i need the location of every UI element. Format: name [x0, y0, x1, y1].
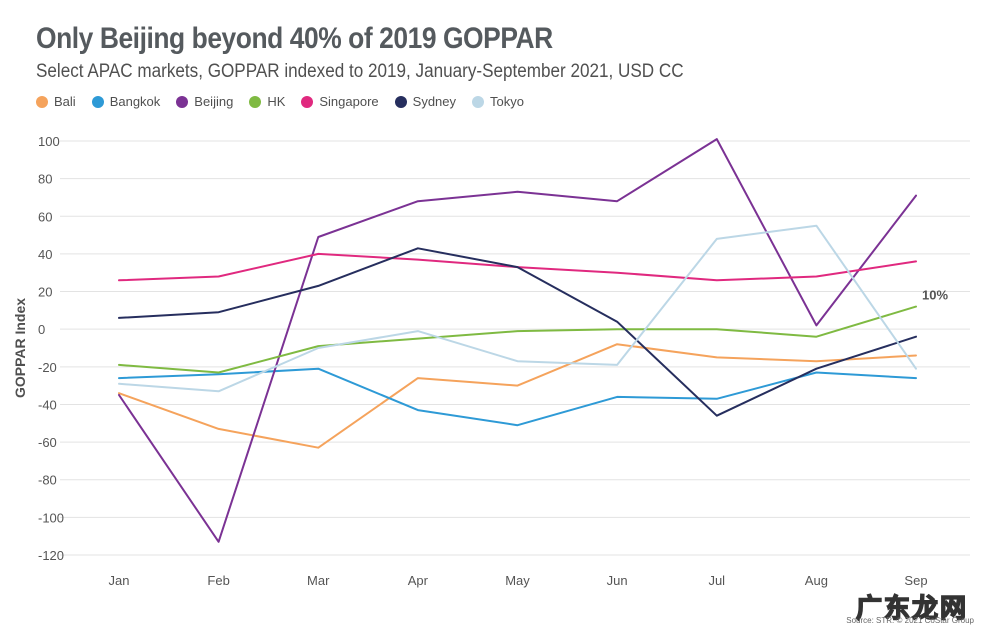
legend-item-beijing: Beijing: [176, 94, 233, 109]
legend-label: Bali: [54, 94, 76, 109]
legend-label: HK: [267, 94, 286, 109]
legend-label: Bangkok: [109, 94, 161, 109]
legend-dot-icon: [472, 95, 485, 108]
x-tick-label: Mar: [307, 573, 330, 588]
chart-subtitle: Select APAC markets, GOPPAR indexed to 2…: [36, 61, 684, 82]
x-tick-label: Jul: [708, 573, 725, 588]
annotations: 10%: [922, 288, 948, 303]
x-tick-label: Jan: [109, 573, 130, 588]
y-axis-title: GOPPAR Index: [12, 298, 28, 398]
y-tick-label: -100: [38, 510, 64, 525]
legend-dot-icon: [91, 95, 104, 108]
legend-label: Tokyo: [490, 94, 524, 109]
legend-label: Singapore: [319, 94, 379, 109]
y-tick-label: -40: [38, 397, 57, 412]
legend-dot-icon: [249, 95, 262, 108]
y-tick-label: 80: [38, 172, 52, 187]
y-tick-label: 40: [38, 247, 52, 262]
x-tick-label: Jun: [607, 573, 628, 588]
x-tick-label: Sep: [904, 573, 927, 588]
legend-item-tokyo: Tokyo: [472, 94, 524, 109]
y-tick-label: -80: [38, 473, 57, 488]
series-line-beijing: [118, 138, 917, 543]
series-line-bali: [118, 343, 917, 449]
series-line-sydney: [118, 247, 917, 417]
legend: Bali Bangkok Beijing HK Singapore Sydney…: [36, 94, 524, 109]
y-tick-label: 0: [38, 322, 45, 337]
legend-label: Sydney: [412, 94, 457, 109]
x-tick-label: Apr: [408, 573, 429, 588]
y-axis-ticks: 100 80 60 40 20 0 -20 -40 -60 -80 -100 -120: [38, 134, 64, 563]
chart-title: Only Beijing beyond 40% of 2019 GOPPAR: [36, 22, 553, 55]
watermark: 广东龙网: [855, 592, 968, 624]
x-tick-label: May: [505, 573, 530, 588]
y-tick-label: 60: [38, 209, 52, 224]
series-lines: [118, 138, 917, 543]
legend-item-singapore: Singapore: [301, 94, 379, 109]
source-note: Source: STR. © 2021 CoStar Group: [846, 616, 974, 625]
legend-item-hk: HK: [249, 94, 285, 109]
y-tick-label: -120: [38, 548, 64, 563]
y-tick-label: 20: [38, 285, 52, 300]
legend-dot-icon: [394, 95, 407, 108]
legend-dot-icon: [301, 95, 314, 108]
legend-dot-icon: [36, 95, 48, 108]
series-line-tokyo: [118, 224, 917, 393]
x-axis-ticks: Jan Feb Mar Apr May Jun Jul Aug Sep: [109, 573, 928, 588]
gridlines: [60, 140, 970, 556]
y-tick-label: -60: [38, 435, 57, 450]
legend-dot-icon: [176, 95, 189, 108]
data-label: 10%: [922, 288, 948, 303]
legend-label: Beijing: [194, 94, 234, 109]
legend-item-sydney: Sydney: [394, 94, 457, 109]
legend-item-bangkok: Bangkok: [91, 94, 161, 109]
x-tick-label: Aug: [805, 573, 828, 588]
y-tick-label: 100: [38, 134, 60, 149]
series-line-bangkok: [118, 367, 917, 427]
x-tick-label: Feb: [207, 573, 229, 588]
y-tick-label: -20: [38, 360, 57, 375]
series-line-hk: [118, 305, 917, 374]
legend-item-bali: Bali: [36, 94, 76, 109]
